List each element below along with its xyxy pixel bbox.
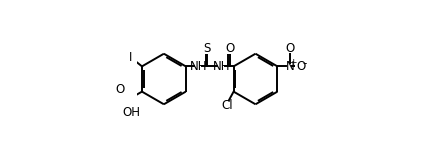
Text: S: S: [203, 43, 211, 55]
Text: NH: NH: [213, 60, 230, 73]
Text: OH: OH: [122, 106, 140, 119]
Text: O: O: [226, 43, 235, 55]
Text: NH: NH: [190, 60, 207, 73]
Text: N: N: [286, 60, 295, 73]
Text: I: I: [128, 51, 132, 64]
Text: Cl: Cl: [222, 99, 233, 112]
Text: O: O: [286, 42, 295, 55]
Text: O: O: [296, 60, 306, 73]
Text: O: O: [115, 83, 124, 96]
Text: -: -: [302, 57, 307, 70]
Text: +: +: [289, 58, 297, 67]
